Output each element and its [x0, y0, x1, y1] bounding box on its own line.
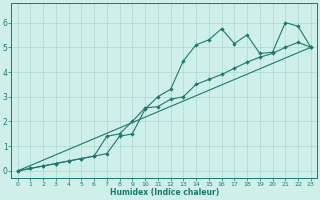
X-axis label: Humidex (Indice chaleur): Humidex (Indice chaleur)	[109, 188, 219, 197]
